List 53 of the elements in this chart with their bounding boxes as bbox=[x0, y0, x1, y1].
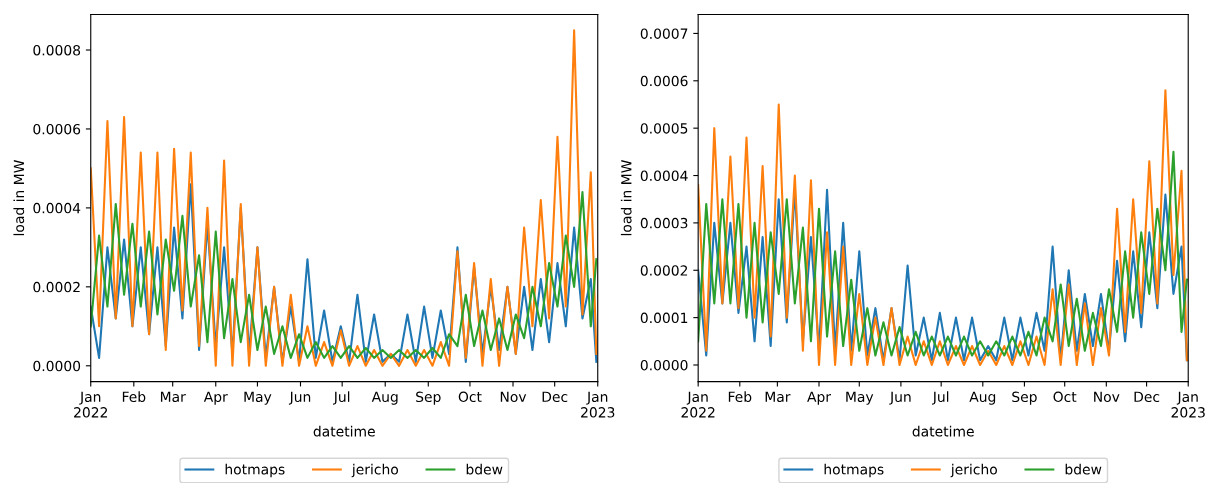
x-tick-label: Jan 2023 bbox=[1171, 391, 1205, 418]
line-series bbox=[698, 89, 1188, 367]
legend-label: hotmaps bbox=[824, 463, 884, 478]
x-tick-label: Apr bbox=[807, 391, 832, 405]
y-axis-title: load in MW bbox=[13, 160, 25, 236]
x-tick-label: Sep bbox=[416, 391, 441, 405]
x-tick-label: Jul bbox=[333, 391, 350, 405]
x-tick-label: Dec bbox=[1134, 391, 1160, 403]
x-axis-title: datetime bbox=[313, 425, 375, 437]
x-tick-label: Jan 2023 bbox=[581, 391, 615, 418]
y-tick-label: 0.0006 bbox=[640, 75, 688, 87]
y-tick-label: 0.0004 bbox=[640, 170, 688, 182]
x-tick-label: Nov bbox=[500, 391, 527, 403]
x-tick-label: Mar bbox=[765, 391, 791, 403]
x-tick-label: May bbox=[244, 391, 272, 405]
x-tick-label: Oct bbox=[458, 391, 482, 403]
x-tick-label: Jan 2022 bbox=[681, 391, 715, 418]
y-tick-label: 0.0005 bbox=[640, 123, 688, 134]
legend-label: hotmaps bbox=[225, 463, 285, 478]
y-tick-label: 0.0003 bbox=[640, 217, 688, 229]
line-series bbox=[90, 29, 598, 367]
legend-label: jericho bbox=[351, 463, 399, 478]
legend-label: bdew bbox=[466, 463, 503, 475]
x-tick-label: Mar bbox=[160, 391, 186, 403]
x-tick-label: Dec bbox=[542, 391, 568, 403]
x-tick-label: Nov bbox=[1094, 391, 1120, 403]
y-tick-label: 0.0002 bbox=[33, 281, 80, 293]
x-tick-label: Apr bbox=[203, 391, 228, 405]
y-tick-label: 0.0007 bbox=[640, 28, 688, 39]
line-series bbox=[698, 150, 1188, 357]
y-tick-label: 0.0008 bbox=[33, 44, 81, 56]
y-tick-label: 0.0006 bbox=[33, 123, 81, 135]
x-tick-label: May bbox=[846, 391, 874, 405]
y-tick-label: 0.0000 bbox=[640, 359, 688, 371]
x-tick-label: Jan 2022 bbox=[74, 391, 108, 418]
x-tick-label: Sep bbox=[1012, 391, 1037, 405]
y-tick-label: 0.0004 bbox=[33, 202, 81, 214]
x-tick-label: Feb bbox=[728, 391, 752, 403]
x-tick-label: Jul bbox=[932, 391, 949, 405]
x-tick-label: Aug bbox=[969, 391, 996, 405]
legend-label: jericho bbox=[950, 463, 997, 478]
x-tick-label: Feb bbox=[122, 391, 146, 403]
y-tick-label: 0.0002 bbox=[640, 265, 688, 276]
y-axis-title: load in MW bbox=[620, 160, 632, 236]
y-tick-label: 0.0001 bbox=[640, 312, 688, 324]
x-tick-label: Oct bbox=[1053, 391, 1077, 403]
x-tick-label: Aug bbox=[371, 391, 398, 405]
legend-label: bdew bbox=[1065, 463, 1102, 475]
y-tick-label: 0.0000 bbox=[33, 360, 81, 372]
x-tick-label: Jun bbox=[288, 391, 311, 405]
line-series bbox=[698, 188, 1188, 362]
x-tick-label: Jun bbox=[889, 391, 911, 405]
x-axis-title: datetime bbox=[912, 425, 974, 437]
